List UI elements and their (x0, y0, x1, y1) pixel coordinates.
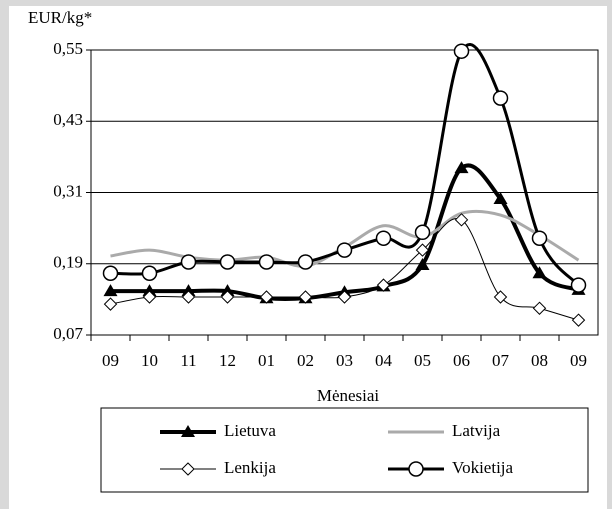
x-tick-label: 09 (570, 351, 587, 370)
legend-marker (181, 425, 195, 437)
data-point (531, 230, 548, 246)
y-tick-label: 0,55 (53, 39, 83, 58)
data-point (570, 277, 587, 293)
data-point (181, 290, 196, 304)
x-axis-label: Mėnesiai (317, 386, 380, 405)
x-tick-label: 04 (375, 351, 393, 370)
data-point (532, 301, 547, 315)
data-point (259, 290, 274, 304)
data-point (181, 284, 196, 297)
x-tick-label: 03 (336, 351, 353, 370)
x-tick-label: 05 (414, 351, 431, 370)
data-point (414, 224, 431, 241)
data-point (142, 290, 157, 304)
x-tick-label: 08 (531, 351, 548, 370)
x-tick-label: 02 (297, 351, 314, 370)
data-point (375, 230, 392, 246)
data-point (180, 254, 197, 270)
data-point (454, 161, 469, 174)
y-tick-label: 0,19 (53, 253, 83, 272)
data-point (142, 284, 157, 297)
legend-label: Latvija (452, 421, 501, 440)
legend-label: Vokietija (452, 458, 514, 477)
y-axis-label: EUR/kg* (28, 8, 92, 27)
legend-marker (181, 462, 195, 476)
data-point (102, 265, 119, 281)
data-point (493, 290, 508, 304)
x-tick-label: 01 (258, 351, 275, 370)
data-point (219, 254, 236, 270)
data-point (453, 43, 470, 59)
x-tick-label: 09 (102, 351, 119, 370)
data-point (336, 242, 353, 258)
data-point (220, 290, 235, 304)
plot-area (90, 49, 599, 336)
data-point (415, 243, 430, 257)
x-tick-label: 07 (492, 351, 510, 370)
legend-label: Lenkija (224, 458, 276, 477)
data-point (103, 284, 118, 297)
data-point (571, 313, 586, 327)
legend-label: Lietuva (224, 421, 276, 440)
data-point (298, 290, 313, 304)
data-point (258, 254, 275, 270)
legend-marker (408, 461, 424, 477)
data-point (297, 254, 314, 270)
x-tick-label: 12 (219, 351, 236, 370)
x-tick-label: 11 (180, 351, 196, 370)
data-point (103, 297, 118, 311)
data-point (532, 266, 547, 279)
y-tick-label: 0,43 (53, 110, 83, 129)
data-point (415, 257, 430, 270)
legend-box (100, 407, 589, 493)
x-tick-label: 06 (453, 351, 470, 370)
data-point (337, 290, 352, 304)
data-point (493, 192, 508, 205)
data-point (376, 278, 391, 292)
data-point (141, 265, 158, 281)
data-point (220, 284, 235, 297)
data-point (454, 213, 469, 227)
x-tick-label: 10 (141, 351, 158, 370)
y-tick-label: 0,31 (53, 181, 83, 200)
data-point (492, 90, 509, 106)
y-tick-label: 0,07 (53, 324, 83, 343)
